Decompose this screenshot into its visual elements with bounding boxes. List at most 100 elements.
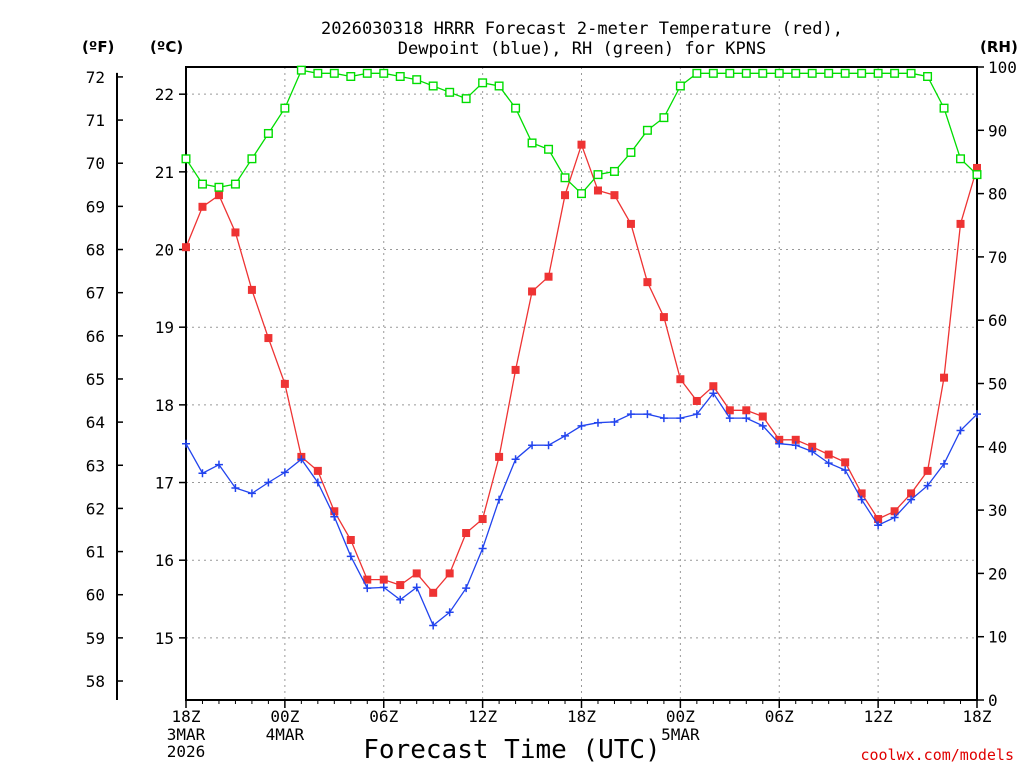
rh-point <box>577 189 587 199</box>
dewpoint-point <box>808 447 817 456</box>
temperature-point <box>280 379 289 388</box>
celsius-axis-ticks: 15 16 17 18 19 20 21 22 <box>155 85 186 648</box>
temperature-point <box>758 412 767 421</box>
rh-point <box>626 147 636 157</box>
dewpoint-point <box>511 455 520 464</box>
rh-point <box>593 170 603 180</box>
temperature-point <box>610 191 619 200</box>
celsius-tick-label: 15 <box>155 629 174 648</box>
x-tick-sublabel: 3MAR <box>167 725 206 744</box>
rh-point <box>296 65 306 75</box>
temperature-point <box>313 466 322 475</box>
rh-tick-label: 60 <box>988 311 1007 330</box>
temperature-point <box>445 569 454 578</box>
rh-tick-label: 20 <box>988 564 1007 583</box>
temperature-point <box>692 396 701 405</box>
fahrenheit-tick-label: 64 <box>86 413 105 432</box>
rh-point <box>708 68 718 78</box>
temperature-point <box>725 406 734 415</box>
temperature-point <box>643 278 652 287</box>
temperature-point <box>907 489 916 498</box>
x-tick-label: 18Z <box>172 707 201 726</box>
fahrenheit-tick-label: 71 <box>86 111 105 130</box>
temperature-point <box>709 382 718 391</box>
rh-point <box>741 68 751 78</box>
fahrenheit-tick-label: 65 <box>86 370 105 389</box>
rh-point <box>181 154 191 164</box>
dewpoint-point <box>857 495 866 504</box>
axes <box>116 66 978 701</box>
rh-point <box>725 68 735 78</box>
x-tick-label: 12Z <box>468 707 497 726</box>
rh-point <box>544 144 554 154</box>
temperature-point <box>478 515 487 524</box>
dewpoint-point <box>198 469 207 478</box>
temperature-point <box>247 285 256 294</box>
dewpoint-point <box>346 552 355 561</box>
dewpoint-point <box>313 478 322 487</box>
rh-point <box>659 113 669 123</box>
fahrenheit-tick-label: 59 <box>86 629 105 648</box>
dewpoint-point <box>280 468 289 477</box>
dewpoint-point <box>610 417 619 426</box>
fahrenheit-tick-label: 60 <box>86 586 105 605</box>
rh-tick-label: 90 <box>988 121 1007 140</box>
rh-point <box>972 170 982 180</box>
temperature-point <box>940 373 949 382</box>
plot-frame <box>185 66 978 701</box>
dewpoint-point <box>841 466 850 475</box>
data-series <box>181 65 982 630</box>
rh-point <box>923 71 933 81</box>
rh-point <box>511 103 521 113</box>
fahrenheit-unit-label: (ºF) <box>82 38 114 56</box>
dewpoint-point <box>725 414 734 423</box>
rh-point <box>329 68 339 78</box>
credit-text: coolwx.com/models <box>860 746 1014 764</box>
dewpoint-point <box>561 431 570 440</box>
dewpoint-point <box>379 583 388 592</box>
dewpoint-point <box>676 414 685 423</box>
rh-tick-label: 10 <box>988 628 1007 647</box>
rh-point <box>774 68 784 78</box>
temperature-point <box>593 186 602 195</box>
celsius-unit-label: (ºC) <box>150 38 183 56</box>
fahrenheit-tick-label: 58 <box>86 672 105 691</box>
dewpoint-point <box>363 584 372 593</box>
fahrenheit-tick-label: 63 <box>86 456 105 475</box>
celsius-tick-label: 22 <box>155 85 174 104</box>
rh-tick-label: 100 <box>988 58 1017 77</box>
rh-tick-label: 80 <box>988 185 1007 204</box>
rh-point <box>379 68 389 78</box>
dewpoint-point <box>593 418 602 427</box>
rh-point <box>906 68 916 78</box>
temperature-point <box>561 191 570 200</box>
x-tick-sublabel: 2026 <box>167 742 206 761</box>
dewpoint-point <box>231 483 240 492</box>
dewpoint-point <box>923 481 932 490</box>
temperature-point <box>973 163 981 172</box>
temperature-point <box>214 191 223 200</box>
celsius-tick-label: 16 <box>155 551 174 570</box>
rh-point <box>675 81 685 91</box>
dewpoint-point <box>874 521 883 530</box>
temperature-point <box>346 536 355 545</box>
celsius-tick-label: 18 <box>155 396 174 415</box>
temperature-point <box>956 219 965 228</box>
rh-point <box>280 103 290 113</box>
rh-tick-label: 30 <box>988 501 1007 520</box>
rh-point <box>445 87 455 97</box>
dewpoint-point <box>758 421 767 430</box>
temperature-point <box>330 507 339 516</box>
temperature-point <box>659 313 668 322</box>
rh-point <box>313 68 323 78</box>
rh-point <box>197 179 207 189</box>
rh-point <box>362 68 372 78</box>
temperature-point <box>429 588 438 597</box>
rh-point <box>758 68 768 78</box>
rh-point <box>642 125 652 135</box>
rh-point <box>791 68 801 78</box>
x-tick-label: 18Z <box>567 707 596 726</box>
temperature-point <box>874 515 883 524</box>
rh-point <box>263 128 273 138</box>
dewpoint-point <box>429 621 438 630</box>
